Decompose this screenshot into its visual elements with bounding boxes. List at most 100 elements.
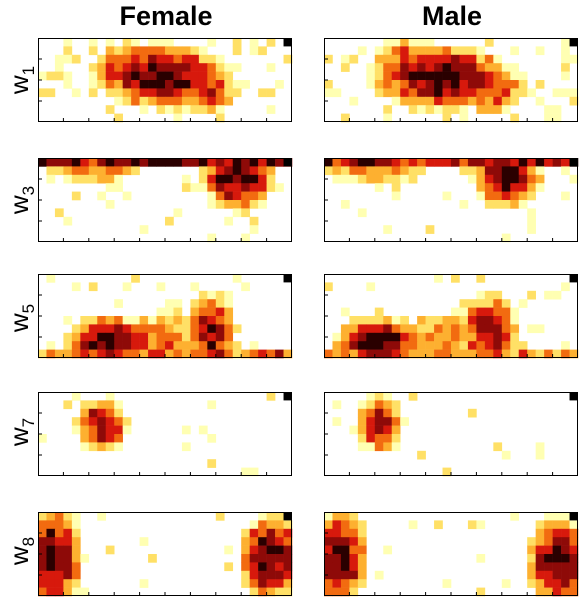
heatmap-cell bbox=[131, 38, 140, 47]
heatmap-cell bbox=[467, 324, 477, 334]
heatmap-cell bbox=[535, 579, 545, 588]
heatmap-cell bbox=[71, 512, 81, 521]
heatmap-cell bbox=[224, 80, 234, 89]
heatmap-cell bbox=[71, 54, 81, 64]
heatmap-cell bbox=[391, 332, 401, 342]
heatmap-cell bbox=[131, 96, 140, 106]
heatmap-cell bbox=[181, 158, 191, 167]
heatmap-cell bbox=[249, 528, 259, 538]
heatmap-cell bbox=[54, 63, 64, 72]
heatmap-cell bbox=[332, 562, 342, 572]
heatmap-cell bbox=[484, 349, 494, 359]
heatmap-cell bbox=[63, 512, 73, 521]
heatmap-cell bbox=[105, 400, 115, 410]
heatmap-cell bbox=[493, 307, 503, 317]
heatmap-cell bbox=[493, 105, 503, 114]
heatmap-cell bbox=[114, 166, 123, 176]
heatmap-cell bbox=[527, 166, 536, 176]
heatmap-cell bbox=[442, 113, 452, 123]
heatmap-cell bbox=[459, 349, 469, 359]
heatmap-cell bbox=[54, 587, 64, 597]
heatmap-cell bbox=[54, 570, 64, 580]
heatmap-cell bbox=[324, 80, 333, 89]
heatmap-cell bbox=[114, 332, 123, 342]
heatmap-cell bbox=[165, 341, 174, 350]
heatmap-cell bbox=[442, 191, 452, 201]
heatmap-cell bbox=[215, 332, 225, 342]
row-label-w1-base: w bbox=[4, 75, 34, 95]
heatmap-cell bbox=[148, 332, 157, 342]
heatmap-cell bbox=[324, 158, 333, 167]
svg-text:w8: w8 bbox=[4, 537, 38, 566]
heatmap-cell bbox=[535, 442, 545, 452]
heatmap-cell bbox=[63, 216, 73, 226]
heatmap-cell bbox=[552, 105, 562, 114]
heatmap-cell bbox=[114, 400, 123, 410]
heatmap-cell bbox=[400, 158, 409, 167]
row-label-w7-base: w bbox=[4, 427, 34, 447]
heatmap-cell bbox=[374, 332, 384, 342]
heatmap-cell bbox=[46, 349, 56, 359]
heatmap-cell bbox=[425, 71, 435, 81]
heatmap-cell bbox=[139, 63, 149, 72]
heatmap-cell bbox=[451, 96, 460, 106]
heatmap-cell bbox=[198, 158, 208, 167]
heatmap-cell bbox=[88, 63, 98, 72]
heatmap-cell bbox=[417, 46, 426, 56]
heatmap-cell bbox=[105, 434, 115, 443]
heatmap-cell bbox=[459, 88, 469, 98]
heatmap-cell bbox=[190, 80, 200, 89]
heatmap-cell bbox=[215, 512, 225, 521]
heatmap-cell bbox=[38, 158, 47, 167]
heatmap-cell bbox=[105, 71, 115, 81]
heatmap-cell bbox=[97, 434, 107, 443]
heatmap-cell bbox=[275, 570, 284, 580]
heatmap-cell bbox=[122, 349, 132, 359]
heatmap-cell bbox=[561, 545, 570, 555]
heatmap-cell bbox=[357, 400, 367, 410]
heatmap-cell bbox=[434, 71, 443, 81]
heatmap-cell bbox=[383, 442, 393, 452]
heatmap-cell bbox=[374, 54, 384, 64]
heatmap-cell bbox=[63, 316, 73, 325]
heatmap-cell bbox=[493, 183, 503, 192]
heatmap-cell bbox=[476, 332, 486, 342]
heatmap-cell bbox=[139, 349, 149, 359]
heatmap-cell bbox=[165, 299, 174, 308]
heatmap-cell bbox=[400, 166, 409, 176]
heatmap-cell bbox=[501, 324, 511, 334]
heatmap-cell bbox=[122, 158, 132, 167]
heatmap-cell bbox=[88, 442, 98, 452]
heatmap-cell bbox=[501, 105, 511, 114]
heatmap-cell bbox=[451, 307, 460, 317]
heatmap-cell bbox=[451, 105, 460, 114]
heatmap-cell bbox=[97, 158, 107, 167]
heatmap-cell bbox=[391, 341, 401, 350]
heatmap-cell bbox=[357, 579, 367, 588]
heatmap-cell bbox=[340, 545, 350, 555]
heatmap-cell bbox=[417, 88, 426, 98]
heatmap-cell bbox=[224, 191, 234, 201]
heatmap-cell bbox=[518, 299, 528, 308]
heatmap-cell bbox=[434, 158, 443, 167]
heatmap-cell bbox=[38, 88, 47, 98]
heatmap-cell bbox=[181, 174, 191, 184]
heatmap-cell bbox=[114, 88, 123, 98]
heatmap-cell bbox=[88, 316, 98, 325]
panel-w5-female bbox=[38, 274, 293, 359]
heatmap-cell bbox=[266, 587, 276, 597]
heatmap-cell bbox=[148, 54, 157, 64]
heatmap-cell bbox=[527, 174, 536, 184]
heatmap-cell bbox=[80, 587, 90, 597]
heatmap-cell bbox=[552, 512, 562, 521]
heatmap-cell bbox=[139, 225, 149, 234]
heatmap-cell bbox=[417, 71, 426, 81]
heatmap-cell bbox=[383, 54, 393, 64]
heatmap-cell bbox=[476, 63, 486, 72]
heatmap-cell bbox=[249, 562, 259, 572]
heatmap-cell bbox=[552, 587, 562, 597]
heatmap-cell bbox=[249, 520, 259, 530]
heatmap-cell bbox=[349, 554, 359, 563]
heatmap-cell bbox=[366, 158, 376, 167]
heatmap-cell bbox=[442, 324, 452, 334]
